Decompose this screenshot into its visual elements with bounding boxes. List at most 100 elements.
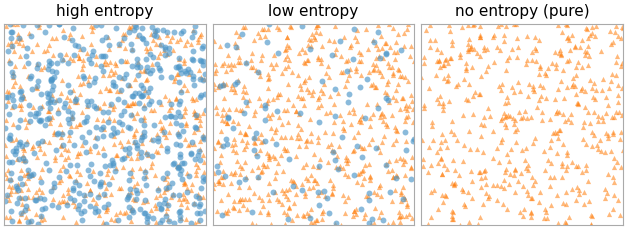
Point xyxy=(302,87,312,91)
Point xyxy=(139,68,149,72)
Point xyxy=(194,196,204,200)
Point xyxy=(597,89,607,93)
Point xyxy=(317,217,327,221)
Point xyxy=(51,99,61,103)
Point xyxy=(64,139,74,142)
Point xyxy=(176,168,186,172)
Point xyxy=(401,116,411,120)
Point xyxy=(14,104,24,107)
Point xyxy=(150,30,161,34)
Point xyxy=(499,112,509,116)
Point xyxy=(302,211,312,215)
Point xyxy=(111,167,121,171)
Point xyxy=(16,90,26,93)
Point xyxy=(367,138,377,142)
Point xyxy=(63,188,73,191)
Point xyxy=(127,49,137,53)
Point xyxy=(591,89,601,92)
Point xyxy=(28,195,38,199)
Point xyxy=(516,171,526,175)
Point xyxy=(427,125,437,128)
Point xyxy=(550,98,560,101)
Point xyxy=(48,185,58,189)
Point xyxy=(179,111,189,114)
Point xyxy=(381,97,391,101)
Point xyxy=(126,156,136,160)
Point xyxy=(391,176,401,180)
Point xyxy=(98,111,108,114)
Point xyxy=(47,37,57,40)
Point xyxy=(209,182,219,186)
Point xyxy=(110,218,120,222)
Point xyxy=(251,223,261,227)
Point xyxy=(349,112,359,115)
Point xyxy=(215,160,225,164)
Point xyxy=(459,78,469,82)
Point xyxy=(463,44,473,47)
Point xyxy=(46,98,56,102)
Point xyxy=(28,105,38,109)
Point xyxy=(28,144,38,148)
Point xyxy=(355,118,365,121)
Point xyxy=(573,102,583,105)
Point xyxy=(139,211,149,215)
Point xyxy=(13,33,23,37)
Point xyxy=(327,192,337,196)
Point xyxy=(51,61,61,65)
Point xyxy=(288,185,298,188)
Point xyxy=(501,69,511,73)
Point xyxy=(541,97,551,101)
Point xyxy=(423,222,433,226)
Point xyxy=(219,119,229,123)
Point xyxy=(214,181,224,185)
Point xyxy=(480,70,490,74)
Point xyxy=(224,108,234,112)
Point xyxy=(191,174,201,177)
Point xyxy=(384,159,394,163)
Point xyxy=(240,133,250,136)
Point xyxy=(54,180,64,184)
Point xyxy=(17,145,27,148)
Point xyxy=(251,69,261,73)
Point xyxy=(97,39,107,42)
Point xyxy=(360,117,370,121)
Point xyxy=(263,192,273,196)
Point xyxy=(108,73,118,77)
Point xyxy=(188,50,198,54)
Point xyxy=(154,67,164,70)
Point xyxy=(277,203,287,206)
Point xyxy=(369,221,379,225)
Point xyxy=(296,88,306,92)
Point xyxy=(329,151,339,154)
Point xyxy=(189,31,199,35)
Point xyxy=(272,26,282,30)
Point xyxy=(255,74,265,78)
Point xyxy=(618,148,627,152)
Point xyxy=(256,104,266,107)
Point xyxy=(436,157,446,161)
Point xyxy=(180,181,190,185)
Point xyxy=(45,93,55,96)
Point xyxy=(549,176,559,179)
Point xyxy=(603,137,613,141)
Point xyxy=(33,79,43,83)
Point xyxy=(305,117,315,121)
Point xyxy=(598,78,608,82)
Point xyxy=(17,183,27,186)
Point xyxy=(266,63,276,67)
Point xyxy=(7,161,17,164)
Point xyxy=(115,90,125,93)
Point xyxy=(180,44,190,48)
Point xyxy=(34,187,44,191)
Point xyxy=(173,166,183,170)
Point xyxy=(581,143,591,146)
Point xyxy=(589,82,599,86)
Point xyxy=(323,161,333,164)
Point xyxy=(179,70,189,74)
Point xyxy=(4,113,14,116)
Point xyxy=(49,76,59,80)
Point xyxy=(21,139,31,143)
Point xyxy=(79,77,89,81)
Point xyxy=(552,151,562,155)
Point xyxy=(19,65,29,69)
